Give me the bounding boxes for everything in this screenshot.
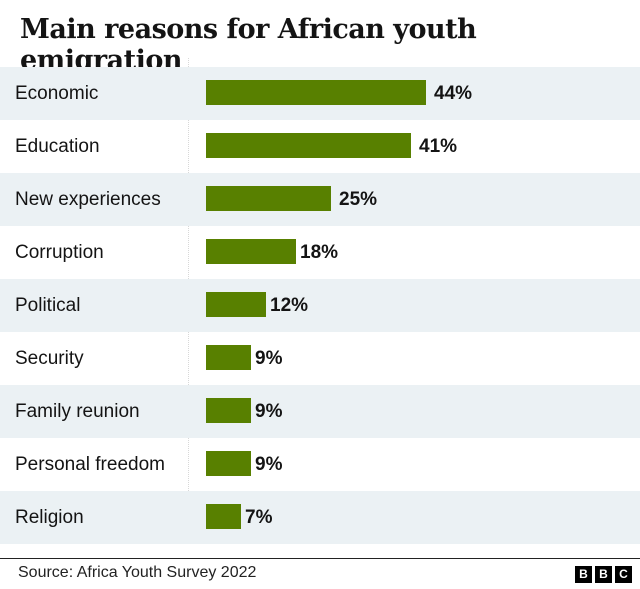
value-label: 41% xyxy=(419,136,458,157)
bar-row: Political 12% xyxy=(0,279,640,332)
category-label: Family reunion xyxy=(15,401,140,422)
bar xyxy=(206,186,331,211)
value-label: 7% xyxy=(245,507,273,528)
source-note: Source: Africa Youth Survey 2022 xyxy=(18,564,257,581)
bar-row: Family reunion 9% xyxy=(0,385,640,438)
bar xyxy=(206,133,411,158)
bar-row: Religion 7% xyxy=(0,491,640,544)
category-label: Security xyxy=(15,348,84,369)
value-label: 9% xyxy=(255,454,283,475)
bar xyxy=(206,80,426,105)
category-label: New experiences xyxy=(15,189,161,210)
footer-divider xyxy=(0,558,640,559)
category-label: Economic xyxy=(15,83,99,104)
value-label: 44% xyxy=(434,83,473,104)
value-label: 18% xyxy=(300,242,339,263)
bar-row: Corruption 18% xyxy=(0,226,640,279)
value-label: 25% xyxy=(339,189,378,210)
category-label: Corruption xyxy=(15,242,104,263)
category-label: Personal freedom xyxy=(15,454,165,475)
bar-row: Education 41% xyxy=(0,120,640,173)
bar xyxy=(206,345,251,370)
bar-row: Economic 44% xyxy=(0,67,640,120)
value-label: 9% xyxy=(255,401,283,422)
category-label: Education xyxy=(15,136,100,157)
bar xyxy=(206,398,251,423)
bar xyxy=(206,292,266,317)
bar-row: Personal freedom 9% xyxy=(0,438,640,491)
logo-letter: B xyxy=(575,566,592,583)
bar-chart: Economic 44% Education 41% New experiences 25… xyxy=(0,67,640,544)
bar xyxy=(206,239,296,264)
bar-row: New experiences 25% xyxy=(0,173,640,226)
chart-title: Main reasons for African youth emigratio… xyxy=(20,14,477,76)
bar-row: Security 9% xyxy=(0,332,640,385)
bar xyxy=(206,504,241,529)
category-label: Religion xyxy=(15,507,84,528)
value-label: 9% xyxy=(255,348,283,369)
value-label: 12% xyxy=(270,295,309,316)
bar xyxy=(206,451,251,476)
category-label: Political xyxy=(15,295,81,316)
bbc-logo: B B C xyxy=(575,566,632,583)
logo-letter: C xyxy=(615,566,632,583)
logo-letter: B xyxy=(595,566,612,583)
